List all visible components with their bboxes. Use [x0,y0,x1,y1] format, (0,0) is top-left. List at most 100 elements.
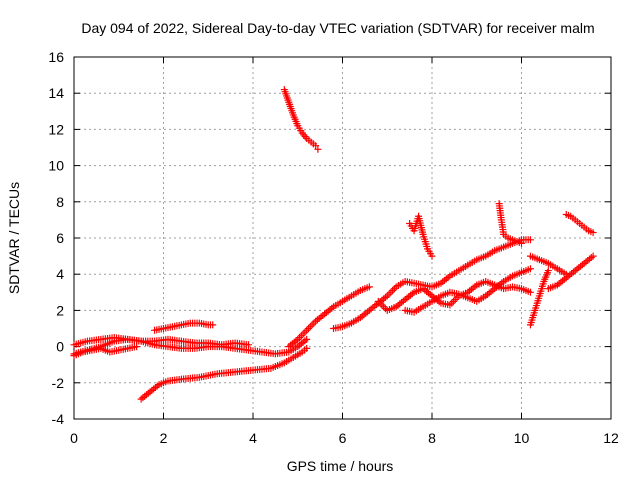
data-point [271,350,279,358]
data-point [151,337,159,345]
data-point-fill [297,332,305,340]
x-axis-title: GPS time / hours [287,458,394,474]
data-point [155,381,163,389]
data-point [314,145,322,153]
y-tick-label: 0 [56,339,64,355]
data-point [437,292,445,300]
x-tick-label: 4 [249,430,257,446]
data-point [473,281,481,289]
data-point [437,299,445,307]
data-point [464,294,472,302]
data-point [164,343,172,351]
y-tick-label: -4 [52,411,65,427]
data-point [500,243,508,251]
data-point [177,375,185,383]
data-point [482,252,490,260]
x-tick-label: 2 [160,430,168,446]
data-point [164,335,172,343]
data-point [146,388,154,396]
data-point [446,301,454,309]
data-point [209,321,217,329]
chart-title: Day 094 of 2022, Sidereal Day-to-day VTE… [81,20,594,36]
data-point [258,348,266,356]
data-point [526,252,534,260]
data-point-fill [378,301,386,309]
data-point [177,321,185,329]
data-point [312,317,320,325]
data-point [110,334,118,342]
data-point [540,277,548,285]
data-point [88,346,96,354]
data-point [79,348,87,356]
data-point [428,283,436,291]
data-point [504,234,512,242]
data-point [249,366,257,374]
data-point [553,265,561,273]
y-tick-label: 4 [56,266,64,282]
data-point [535,256,543,264]
x-tick-label: 10 [514,430,530,446]
data-point [419,285,427,293]
data-point [285,98,293,106]
data-point [303,344,311,352]
data-point [195,373,203,381]
data-point [97,344,105,352]
data-point [83,337,91,345]
data-point-fill [306,323,314,331]
data-point [473,297,481,305]
series-upper-short [153,319,214,334]
data-point [285,343,293,351]
data-point [124,335,132,343]
data-point [303,326,311,334]
series-dip-10 [527,269,551,326]
data-point [464,261,472,269]
data-point [392,283,400,291]
data-point [410,227,418,235]
data-point [553,281,561,289]
data-point [526,321,534,329]
data-point [571,216,579,224]
y-tick-label: 12 [48,121,64,137]
data-point [437,279,445,287]
x-tick-label: 12 [603,430,619,446]
data-point [383,306,391,314]
x-tick-label: 6 [339,430,347,446]
data-point [544,267,552,275]
data-point [482,292,490,300]
data-point [482,277,490,285]
series-steep-descent [281,88,317,148]
data-point [245,341,253,349]
data-point [473,256,481,264]
data-point [585,227,593,235]
data-point [509,236,517,244]
data-point [401,296,409,304]
data-point-fill [385,290,393,298]
data-marks [70,86,597,403]
data-point [419,303,427,311]
data-point [356,286,364,294]
data-point [70,341,78,349]
data-point [446,272,454,280]
data-point [280,359,288,367]
x-tick-label: 8 [428,430,436,446]
x-tick-label: 0 [70,430,78,446]
data-point [294,122,302,130]
data-point-fill [308,321,316,329]
data-point [589,252,597,260]
data-point [303,134,311,142]
y-tick-label: 8 [56,194,64,210]
data-point [383,292,391,300]
data-point [500,285,508,293]
data-point [580,259,588,267]
data-point [70,352,78,360]
data-point [518,285,525,293]
data-point [509,272,517,280]
data-point [191,339,199,347]
data-point [347,292,355,300]
data-point [580,223,588,231]
data-point [526,288,534,296]
data-point [406,220,414,228]
data-point [213,370,221,378]
data-point-fill [389,286,397,294]
data-point [500,230,508,238]
